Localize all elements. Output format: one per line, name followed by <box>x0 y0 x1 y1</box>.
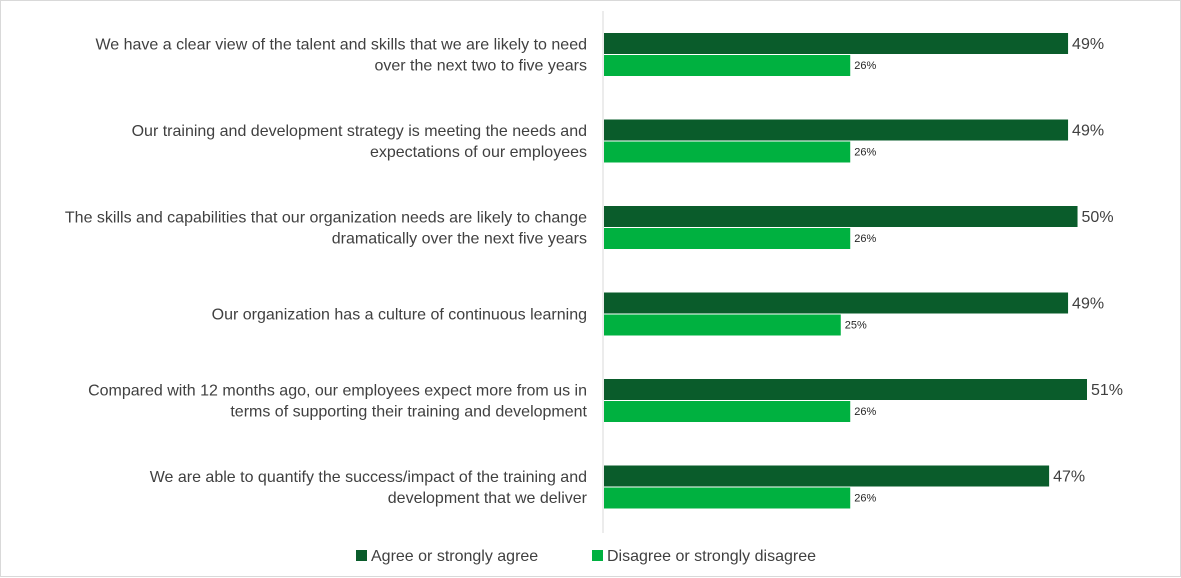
disagree-value-label: 26% <box>854 60 876 72</box>
category-label: Compared with 12 months ago, our employe… <box>88 383 587 400</box>
agree-bar <box>604 33 1069 54</box>
disagree-value-label: 25% <box>845 320 867 332</box>
disagree-value-label: 26% <box>854 406 876 418</box>
category-label: expectations of our employees <box>370 144 587 161</box>
category-label: terms of supporting their training and d… <box>230 404 587 421</box>
disagree-bar <box>604 487 851 509</box>
agree-bar <box>604 119 1069 141</box>
legend-label-disagree: Disagree or strongly disagree <box>607 548 816 565</box>
category-label: The skills and capabilities that our org… <box>65 210 587 227</box>
legend-label-agree: Agree or strongly agree <box>371 548 538 565</box>
disagree-bar <box>604 401 851 422</box>
agree-bar <box>604 465 1050 487</box>
disagree-bar <box>604 141 851 163</box>
disagree-bar <box>604 314 841 336</box>
category-label: dramatically over the next five years <box>332 231 587 248</box>
disagree-bar <box>604 55 851 76</box>
category-label: over the next two to five years <box>374 58 587 75</box>
agree-value-label: 49% <box>1072 296 1104 313</box>
disagree-value-label: 26% <box>854 233 876 245</box>
agree-value-label: 49% <box>1072 36 1104 53</box>
category-label: We are able to quantify the success/impa… <box>150 469 587 486</box>
agree-value-label: 50% <box>1082 209 1114 226</box>
agree-bar <box>604 379 1087 400</box>
disagree-bar <box>604 228 851 249</box>
agree-bar <box>604 292 1069 314</box>
legend-swatch-agree <box>356 550 367 561</box>
disagree-value-label: 26% <box>854 147 876 159</box>
category-label: Our training and development strategy is… <box>132 123 587 140</box>
agree-value-label: 47% <box>1053 469 1085 486</box>
category-label: development that we deliver <box>388 490 588 507</box>
agree-value-label: 51% <box>1091 382 1123 399</box>
category-label: We have a clear view of the talent and s… <box>95 37 587 54</box>
category-label: Our organization has a culture of contin… <box>212 307 587 324</box>
agree-bar <box>604 206 1078 227</box>
disagree-value-label: 26% <box>854 493 876 505</box>
legend-swatch-disagree <box>592 550 603 561</box>
agree-value-label: 49% <box>1072 123 1104 140</box>
